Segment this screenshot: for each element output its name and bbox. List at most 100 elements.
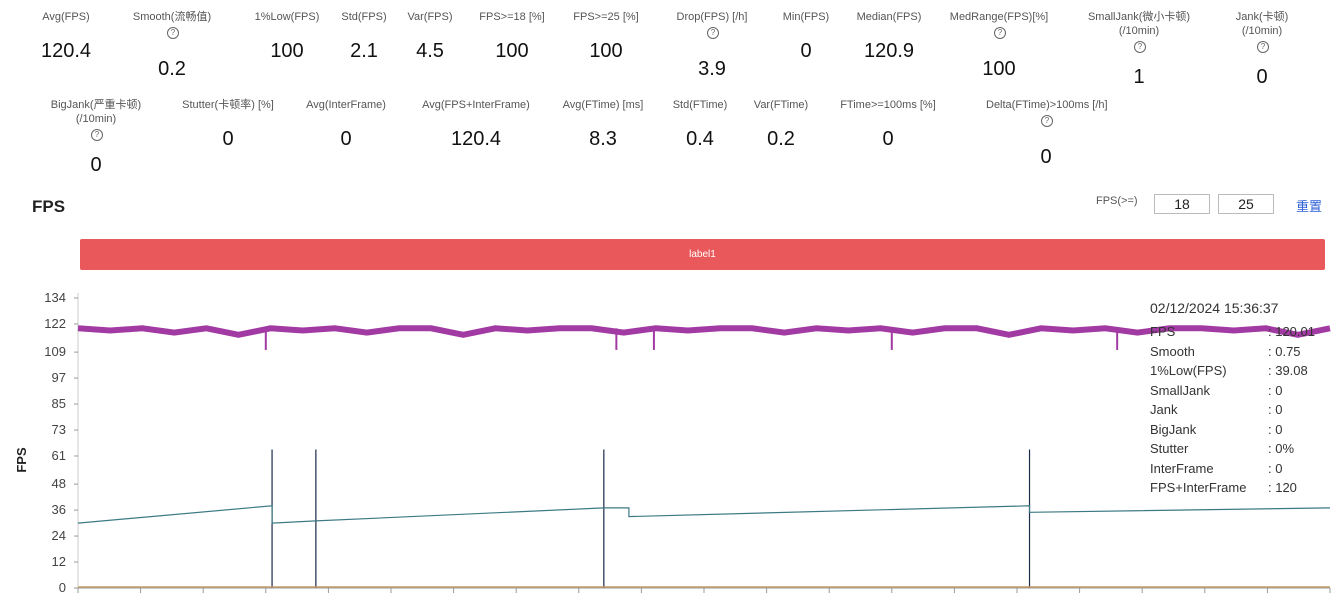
stat-label-unit: (/10min) xyxy=(1241,25,1283,37)
tooltip-key: FPS+InterFrame xyxy=(1150,480,1247,495)
reset-button[interactable]: 重置 xyxy=(1296,199,1323,214)
row1-stat: Avg(FPS) 120.4 xyxy=(6,10,126,63)
row1-stat: Jank(卡顿) (/10min)? 0 xyxy=(1202,10,1322,89)
stat-value: 0.4 xyxy=(686,128,714,150)
y-tick-label: 85 xyxy=(52,396,66,411)
tooltip-key: BigJank xyxy=(1150,421,1197,437)
tooltip-row: Stutter : 0% xyxy=(1150,441,1328,461)
stat-value: 0 xyxy=(882,128,894,150)
tooltip-row: 1%Low(FPS): 39.08 xyxy=(1150,363,1328,383)
stat-label: Avg(FPS+InterFrame) xyxy=(422,99,530,111)
tooltip-row: BigJank : 0 xyxy=(1150,422,1328,442)
y-tick-label: 61 xyxy=(52,448,66,463)
row1-stat: Var(FPS) 4.5 xyxy=(370,10,490,63)
tooltip-value: : 0 xyxy=(1268,460,1283,476)
tooltip-key: InterFrame xyxy=(1150,460,1214,476)
row1-stat: FPS>=25 [%] 100 xyxy=(546,10,666,63)
tooltip-value: : 120 xyxy=(1268,480,1297,495)
row1-stat: Min(FPS) 0 xyxy=(746,10,866,63)
stat-value: 0 xyxy=(222,128,234,150)
stat-value: 0 xyxy=(90,154,102,176)
row2-stat: Avg(FPS+InterFrame) 120.4 xyxy=(416,98,536,151)
stat-value: 100 xyxy=(589,40,623,62)
tooltip-value: : 0.75 xyxy=(1268,343,1301,359)
stat-label: Var(FTime) xyxy=(753,99,809,111)
stat-value: 0 xyxy=(1256,66,1268,88)
tooltip-value: : 0% xyxy=(1268,441,1295,456)
stat-label: Std(FTime) xyxy=(672,99,728,111)
stat-label: Jank(卡顿) xyxy=(1235,11,1289,23)
y-tick-label: 0 xyxy=(59,580,66,595)
stat-value: 3.9 xyxy=(698,58,726,80)
y-tick-label: 24 xyxy=(52,528,66,543)
tooltip-key: SmallJank xyxy=(1150,382,1210,398)
info-icon[interactable]: ? xyxy=(91,128,103,141)
y-tick-label: 73 xyxy=(52,422,66,437)
stat-value: 0 xyxy=(340,128,352,150)
stat-label: Min(FPS) xyxy=(782,11,830,23)
stat-label: Std(FPS) xyxy=(341,11,387,23)
stat-value: 0.2 xyxy=(767,128,795,150)
stat-value: 100 xyxy=(982,58,1016,80)
stat-label: Median(FPS) xyxy=(856,11,922,23)
stat-label-unit: (/10min) xyxy=(75,113,117,125)
stat-value: 100 xyxy=(495,40,529,62)
info-icon[interactable]: ? xyxy=(1257,40,1269,53)
stat-value: 4.5 xyxy=(416,40,444,62)
info-icon[interactable]: ? xyxy=(167,26,179,39)
stat-value: 120.4 xyxy=(40,40,92,62)
tooltip-key: Jank xyxy=(1150,402,1178,417)
row2-stat: Avg(FTime) [ms] 8.3 xyxy=(543,98,663,151)
stat-value: 8.3 xyxy=(589,128,617,150)
threshold-input-2[interactable]: 25 xyxy=(1218,194,1274,214)
row2-stat: FTime>=100ms [%] 0 xyxy=(828,98,948,151)
stat-label: MedRange(FPS)[%] xyxy=(949,11,1049,23)
tooltip-value: : 120.01 xyxy=(1268,324,1315,339)
y-axis-label: FPS xyxy=(14,447,29,473)
stat-label: Avg(InterFrame) xyxy=(306,99,386,111)
tooltip-timestamp: 02/12/2024 15:36:37 xyxy=(1150,300,1279,316)
stats-row-2: BigJank(严重卡顿) (/10min)? 0 Stutter(卡顿率) [%] 0… xyxy=(0,98,1344,178)
info-icon[interactable]: ? xyxy=(707,26,719,39)
tooltip-row: InterFrame : 0 xyxy=(1150,461,1328,481)
stat-label: 1%Low(FPS) xyxy=(254,11,320,23)
tooltip-value: : 0 xyxy=(1268,421,1283,437)
y-tick-label: 109 xyxy=(44,344,66,359)
stat-label-unit: (/10min) xyxy=(1118,25,1160,37)
tooltip-key: Stutter xyxy=(1150,441,1189,456)
fps-series-line xyxy=(77,325,1331,338)
stat-label: SmallJank(微小卡顿) xyxy=(1087,11,1191,23)
stat-value: 100 xyxy=(270,40,304,62)
tooltip-row: Jank : 0 xyxy=(1150,402,1328,422)
row2-stat: Var(FTime) 0.2 xyxy=(721,98,841,151)
row1-stat: Std(FPS) 2.1 xyxy=(304,10,424,63)
row1-stat: SmallJank(微小卡顿) (/10min)? 1 xyxy=(1079,10,1199,89)
y-tick-label: 36 xyxy=(52,502,66,517)
y-tick-label: 12 xyxy=(52,554,66,569)
stat-label: Var(FPS) xyxy=(407,11,453,23)
info-icon[interactable]: ? xyxy=(1134,40,1146,53)
tooltip-row: FPS+InterFrame : 120 xyxy=(1150,480,1328,500)
chart-tooltip: 02/12/2024 15:36:37 FPS: 120.01 Smooth: 0… xyxy=(1150,300,1328,500)
row2-stat: Delta(FTime)>100ms [/h]? 0 xyxy=(986,98,1108,169)
info-icon[interactable]: ? xyxy=(1041,114,1053,127)
fps-chart[interactable]: 0 12 24 36 48 61 73 85 97 109 122 134 FPS xyxy=(0,280,1344,600)
stat-value: 1 xyxy=(1133,66,1145,88)
y-tick-label: 97 xyxy=(52,370,66,385)
section-title: FPS xyxy=(32,197,66,216)
row2-stat: Std(FTime) 0.4 xyxy=(640,98,760,151)
tooltip-value: : 0 xyxy=(1268,382,1283,398)
threshold-input-1[interactable]: 18 xyxy=(1154,194,1210,214)
row1-stat: Drop(FPS) [/h]? 3.9 xyxy=(652,10,772,81)
row2-stat: BigJank(严重卡顿) (/10min)? 0 xyxy=(36,98,156,177)
tooltip-value: : 0 xyxy=(1268,402,1283,417)
info-icon[interactable]: ? xyxy=(994,26,1006,39)
stats-row-1: Avg(FPS) 120.4 Smooth(流畅值)? 0.2 1%Low(FPS) 10… xyxy=(0,10,1344,88)
tooltip-value: : 39.08 xyxy=(1268,363,1308,378)
stat-value: 120.4 xyxy=(450,128,502,150)
stat-label: FTime>=100ms [%] xyxy=(840,99,936,111)
label-bar[interactable]: label1 xyxy=(80,239,1325,270)
stat-label: FPS>=18 [%] xyxy=(479,11,545,23)
y-tick-label: 122 xyxy=(44,316,66,331)
stat-value: 2.1 xyxy=(350,40,378,62)
